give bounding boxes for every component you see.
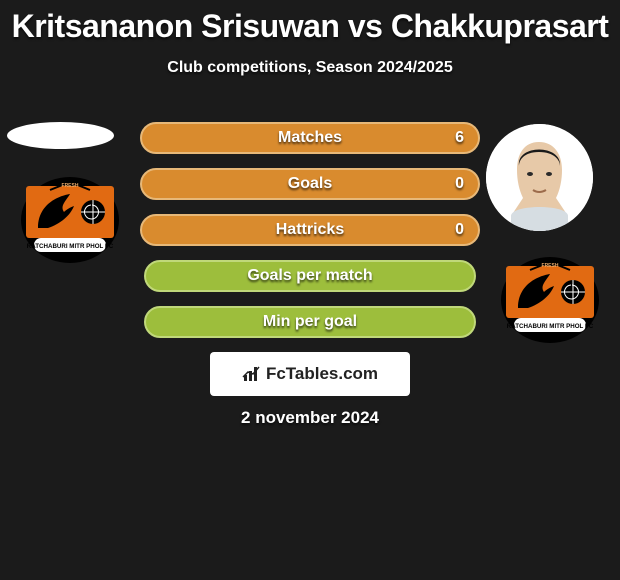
left-player-photo [7,122,114,149]
stat-value-right: 6 [455,129,464,147]
stat-rows: Matches 6 Goals 0 Hattricks 0 Goals per match M… [140,122,480,352]
svg-text:RATCHABURI MITR PHOL FC: RATCHABURI MITR PHOL FC [27,243,114,250]
stat-label: Min per goal [263,313,357,331]
page-title: Kritsananon Srisuwan vs Chakkuprasart [0,0,620,45]
svg-text:FRESH: FRESH [542,263,559,269]
infographic-root: Kritsananon Srisuwan vs Chakkuprasart Cl… [0,0,620,580]
right-player-photo [486,124,593,231]
left-club-crest: RATCHABURI MITR PHOL FC FRESH [20,176,120,264]
svg-text:RATCHABURI MITR PHOL FC: RATCHABURI MITR PHOL FC [507,323,594,330]
avatar-icon [486,124,593,231]
svg-text:FRESH: FRESH [62,183,79,189]
chart-icon [242,365,262,383]
right-club-crest: RATCHABURI MITR PHOL FC FRESH [500,256,600,344]
page-subtitle: Club competitions, Season 2024/2025 [0,59,620,77]
stat-row: Matches 6 [140,122,480,154]
shield-icon: RATCHABURI MITR PHOL FC FRESH [500,256,600,344]
stat-row: Goals 0 [140,168,480,200]
stat-row: Goals per match [144,260,476,292]
stat-label: Goals [288,175,332,193]
stat-row: Min per goal [144,306,476,338]
brand-label: FcTables.com [266,364,378,384]
stat-row: Hattricks 0 [140,214,480,246]
date-label: 2 november 2024 [0,408,620,428]
stat-value-right: 0 [455,221,464,239]
stat-label: Hattricks [276,221,344,239]
brand-badge: FcTables.com [210,352,410,396]
shield-icon: RATCHABURI MITR PHOL FC FRESH [20,176,120,264]
stat-label: Goals per match [247,267,372,285]
stat-label: Matches [278,129,342,147]
stat-value-right: 0 [455,175,464,193]
